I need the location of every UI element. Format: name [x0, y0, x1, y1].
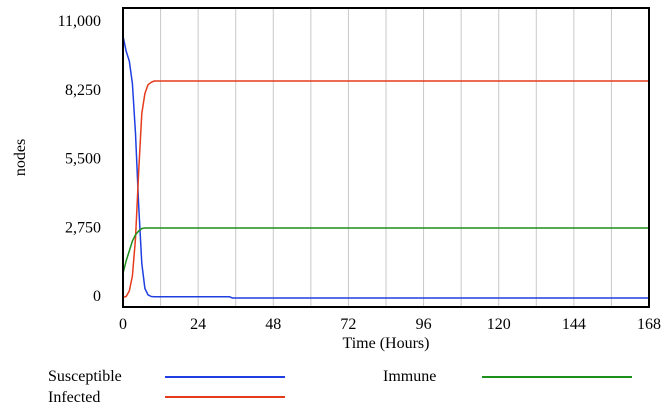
y-tick-label: 8,250: [65, 82, 101, 99]
series-line-infected: [122, 80, 649, 299]
plot-frame: [122, 7, 650, 308]
legend-line-immune: [482, 376, 632, 378]
y-axis-title: nodes: [12, 139, 29, 176]
y-tick-label: 2,750: [65, 219, 101, 236]
x-tick-label: 0: [119, 316, 127, 333]
x-tick-label: 48: [265, 316, 281, 333]
x-tick-label: 72: [340, 316, 356, 333]
legend-line-infected: [165, 396, 285, 398]
series-line-susceptible: [122, 35, 649, 299]
chart-series: [122, 35, 649, 299]
x-tick-label: 144: [562, 316, 586, 333]
y-axis-ticks: 0 2,750 5,500 8,250 11,000: [58, 13, 101, 305]
x-tick-label: 120: [487, 316, 511, 333]
y-tick-label: 0: [93, 288, 101, 305]
legend-label-immune: Immune: [383, 368, 437, 385]
series-line-immune: [122, 227, 649, 274]
x-tick-label: 24: [190, 316, 206, 333]
legend-label-infected: Infected: [48, 389, 101, 406]
y-tick-label: 11,000: [58, 13, 101, 30]
x-tick-label: 96: [416, 316, 432, 333]
y-tick-label: 5,500: [65, 151, 101, 168]
x-tick-label: 168: [637, 316, 661, 333]
x-axis-ticks: 0 24 48 72 96 120 144 168: [119, 316, 661, 333]
legend-label-susceptible: Susceptible: [48, 368, 122, 385]
x-axis-title: Time (Hours): [343, 335, 430, 352]
legend-line-susceptible: [165, 376, 285, 378]
chart-gridlines: [160, 8, 612, 307]
